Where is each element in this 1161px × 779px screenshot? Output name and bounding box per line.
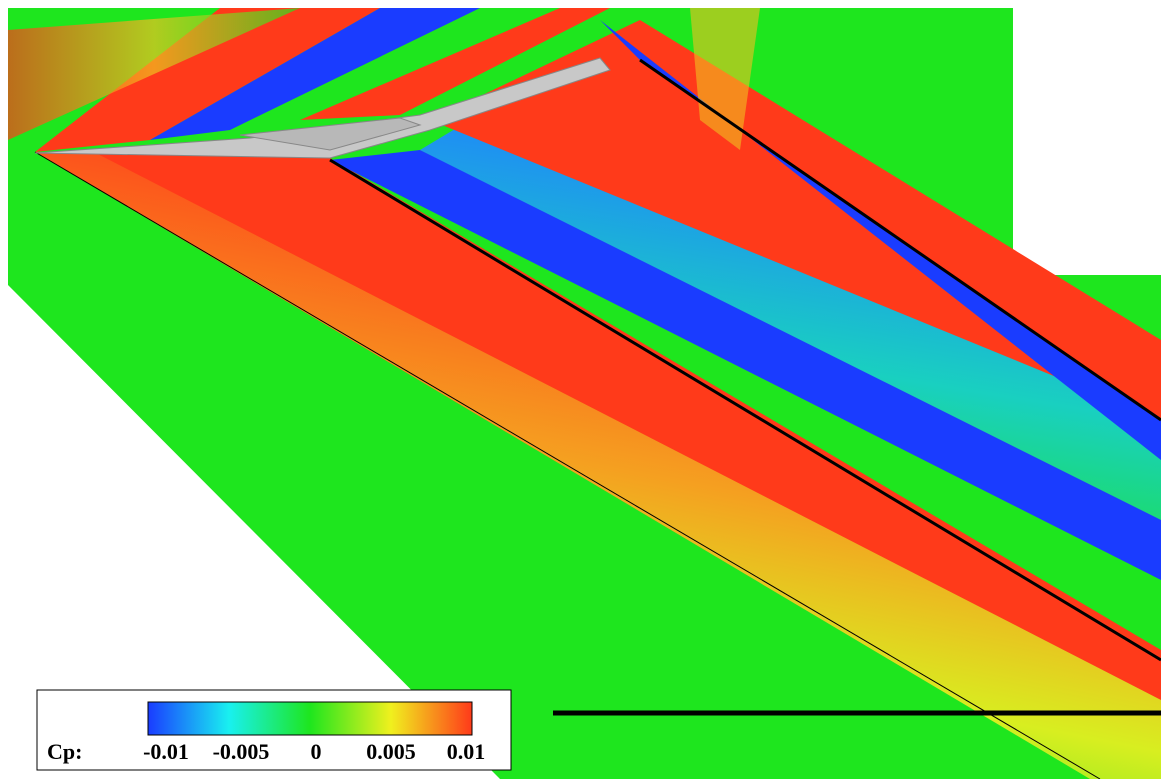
flow-field bbox=[8, 8, 1161, 779]
tick-label: 0 bbox=[311, 739, 322, 764]
tick-label: 0.01 bbox=[447, 739, 486, 764]
colorbar bbox=[148, 702, 472, 735]
cfd-view: Cp: -0.01 -0.005 0 0.005 0.01 bbox=[0, 0, 1161, 779]
tick-label: 0.005 bbox=[366, 739, 416, 764]
tick-label: -0.01 bbox=[143, 739, 189, 764]
legend: Cp: -0.01 -0.005 0 0.005 0.01 bbox=[37, 690, 511, 770]
legend-label: Cp: bbox=[47, 739, 82, 764]
tick-label: -0.005 bbox=[213, 739, 270, 764]
